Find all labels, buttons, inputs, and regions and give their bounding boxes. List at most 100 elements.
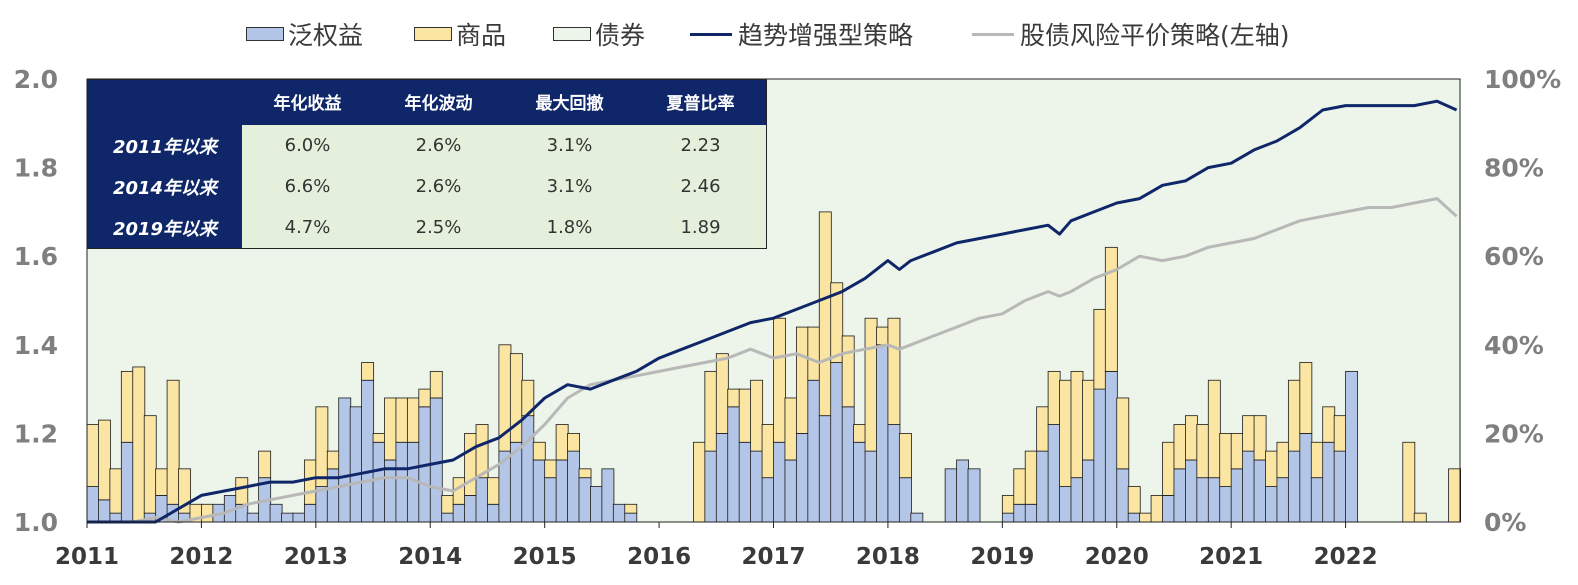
commodity-bar (887, 317, 901, 425)
left-axis-tick-label: 1.6 (14, 242, 58, 271)
commodity-bar (361, 362, 375, 381)
legend-label-trend: 趋势增强型策略 (738, 21, 914, 50)
equity-bar (1333, 450, 1347, 523)
equity-bar (1265, 486, 1278, 523)
x-axis-tick-label: 2011 (55, 544, 119, 570)
commodity-bar (532, 441, 546, 461)
commodity-bar (441, 495, 455, 514)
equity-bar (1024, 503, 1038, 523)
legend-label-parity: 股债风险平价策略(左轴) (1020, 21, 1290, 50)
commodity-bar (1448, 468, 1462, 523)
commodity-bar (1013, 468, 1027, 505)
commodity-bar (487, 477, 500, 505)
allocation-bars (86, 211, 1462, 523)
equity-bar (475, 477, 489, 523)
right-axis-tick-label: 60% (1484, 242, 1544, 271)
equity-bar (1104, 370, 1118, 523)
equity-bar (1219, 486, 1233, 523)
x-axis-tick-label: 2019 (970, 544, 1034, 570)
commodity-bar (624, 503, 638, 514)
commodity-bar (841, 335, 855, 408)
table-header-cell: 最大回撤 (504, 79, 635, 125)
commodity-bar (898, 432, 912, 479)
commodity-bar (1242, 415, 1256, 452)
commodity-bar (544, 459, 558, 479)
commodity-bar (429, 370, 443, 399)
equity-bar (1116, 468, 1130, 523)
equity-bar (1345, 370, 1359, 523)
equity-bar (1036, 450, 1050, 523)
commodity-bar (761, 424, 775, 479)
commodity-bar (1162, 441, 1175, 496)
commodity-bar (773, 317, 786, 443)
commodity-bar (1173, 424, 1187, 470)
commodity-bar (395, 397, 409, 443)
equity-bar (830, 362, 844, 523)
equity-bar (281, 512, 294, 523)
commodity-bar (1276, 441, 1290, 479)
commodity-bar (1265, 450, 1278, 487)
x-axis-tick-label: 2014 (398, 544, 462, 570)
commodity-bar (372, 432, 386, 443)
table-row-label: 2014年以来 (87, 166, 242, 207)
equity-bar (738, 441, 752, 523)
left-axis-tick-label: 1.2 (14, 419, 58, 448)
table-cell: 6.0% (242, 124, 373, 166)
legend-label-commodity: 商品 (456, 21, 507, 50)
commodity-bar (1036, 406, 1050, 452)
commodity-bar (258, 450, 272, 479)
table-cell: 4.7% (242, 207, 373, 249)
commodity-bar (715, 353, 729, 434)
commodity-bar (1139, 512, 1153, 523)
commodity-bar (1104, 246, 1118, 372)
table-header-cell: 夏普比率 (635, 79, 767, 125)
commodity-bar (384, 397, 397, 461)
table-cell: 6.6% (242, 166, 373, 207)
equity-bar (1242, 450, 1256, 523)
equity-bar (292, 512, 306, 523)
commodity-bar (1230, 432, 1244, 470)
left-axis-tick-label: 1.4 (14, 331, 58, 360)
commodity-bar (750, 379, 764, 452)
x-axis-tick-label: 2018 (856, 544, 920, 570)
equity-bar (887, 424, 901, 523)
equity-bar (1047, 424, 1061, 523)
commodity-bar (98, 419, 111, 501)
left-axis-tick-label: 1.8 (14, 154, 58, 183)
commodity-bar (1299, 362, 1313, 434)
equity-bar (1093, 388, 1107, 523)
equity-bar (487, 503, 500, 523)
commodity-bar (784, 397, 798, 461)
commodity-bar (1322, 406, 1336, 443)
equity-bar (624, 512, 638, 523)
equity-bar (1059, 486, 1072, 523)
right-axis-tick-label: 80% (1484, 154, 1544, 183)
equity-bar (98, 499, 111, 523)
equity-bar (567, 450, 580, 523)
right-axis-tick-label: 20% (1484, 419, 1544, 448)
legend-item-bond: 债券 (553, 14, 645, 54)
equity-bar (910, 512, 924, 523)
equity-bar (1162, 495, 1175, 523)
x-axis-tick-label: 2022 (1314, 544, 1378, 570)
right-axis-tick-label: 0% (1484, 508, 1526, 537)
x-axis-tick-label: 2020 (1085, 544, 1149, 570)
commodity-bar (555, 424, 569, 461)
x-axis-tick-label: 2017 (741, 544, 805, 570)
commodity-bar (1150, 495, 1164, 523)
equity-bar (452, 503, 466, 523)
equity-bar (544, 477, 558, 523)
commodity-bar (315, 406, 329, 487)
left-axis-tick-label: 1.0 (14, 508, 58, 537)
equity-bar (303, 503, 317, 523)
commodity-bar (475, 424, 489, 479)
equity-bar (853, 441, 867, 523)
commodity-bar (326, 450, 340, 470)
commodity-bar (406, 397, 420, 443)
equity-bar (715, 432, 729, 523)
legend-line-trend (690, 32, 732, 36)
equity-bar (532, 459, 546, 523)
table-corner (87, 79, 242, 125)
table-row: 2014年以来 6.6% 2.6% 3.1% 2.46 (87, 166, 767, 207)
equity-bar (1196, 477, 1210, 523)
